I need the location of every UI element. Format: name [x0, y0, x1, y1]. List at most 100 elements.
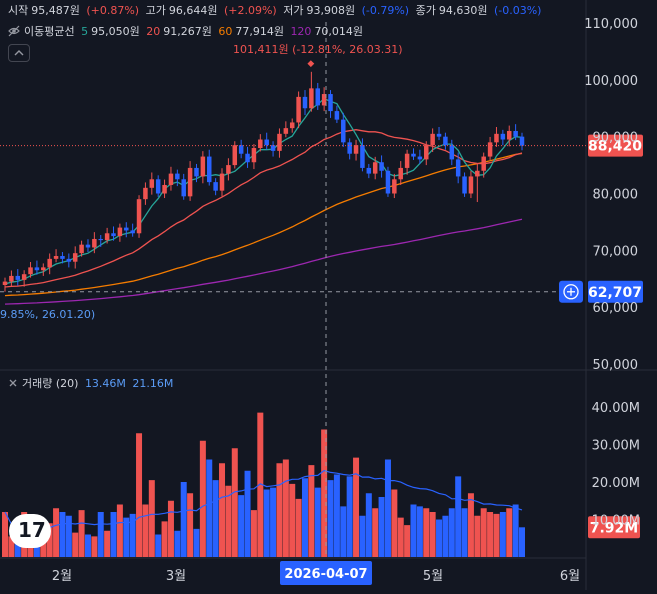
candle — [315, 82, 321, 110]
volume-bar — [372, 508, 379, 557]
volume-ma-line — [4, 469, 523, 529]
ohlc-legend: 시작 95,487원 (+0.87%) 고가 96,644원 (+2.09%) 저가… — [8, 4, 544, 18]
volume-bar — [123, 517, 130, 557]
candle-body — [213, 182, 218, 191]
volume-bar — [238, 495, 245, 557]
candle — [341, 112, 346, 147]
candle — [398, 161, 403, 185]
candle — [168, 166, 174, 191]
ma-legend[interactable]: 이동평균선 5 95,050원 20 91,267원 60 77,914원 120 70… — [8, 25, 366, 39]
price-tick-label: 100,000 — [584, 74, 638, 89]
candle-body — [417, 156, 423, 160]
volume-bar — [346, 476, 353, 557]
candle-body — [264, 139, 269, 146]
collapse-legend-button[interactable] — [8, 44, 30, 62]
volume-bar — [174, 530, 181, 557]
candle-body — [251, 148, 257, 163]
candle-body — [270, 145, 276, 151]
volume-bar — [199, 440, 206, 557]
candle-body — [500, 133, 506, 140]
candle — [513, 124, 518, 141]
volume-bar — [244, 470, 251, 557]
ma-legend-title: 이동평균선 — [24, 25, 75, 38]
crosshair-price-tag-bg — [588, 280, 643, 303]
volume-bar — [257, 412, 264, 557]
volume-bar — [442, 515, 449, 557]
high-marker-arrow: ◆ — [307, 59, 314, 69]
candle-body — [143, 187, 148, 200]
candle — [21, 270, 27, 287]
volume-bar — [448, 508, 455, 557]
candle — [98, 234, 103, 247]
volume-bar — [455, 476, 462, 557]
tradingview-logo[interactable]: 17 — [9, 514, 51, 548]
candle — [66, 253, 72, 268]
volume-bar — [219, 463, 226, 557]
plus-circle-icon[interactable] — [563, 284, 579, 300]
candle-body — [481, 156, 486, 171]
price-tick-label: 90,000 — [593, 131, 639, 146]
candle — [226, 158, 231, 181]
candle-body — [232, 145, 238, 166]
volume-bar — [404, 525, 411, 557]
volume-tick-label: 40.00M — [592, 401, 640, 416]
volume-bar — [84, 534, 91, 557]
candle — [436, 127, 442, 141]
candle — [328, 90, 333, 118]
candle-body — [124, 227, 129, 231]
candle — [411, 148, 416, 160]
candle-body — [117, 227, 123, 237]
volume-bar — [206, 459, 213, 557]
crosshair-price-tag: 62,707 — [588, 285, 642, 301]
candle — [92, 232, 97, 254]
candle-body — [424, 145, 429, 160]
candle-body — [436, 133, 442, 137]
volume-bar — [104, 530, 111, 557]
candle — [15, 269, 21, 286]
candle — [200, 151, 206, 184]
low-value: 93,908원 — [306, 4, 356, 17]
volume-bar — [72, 532, 79, 557]
volume-legend[interactable]: 거래량 (20) 13.46M 21.16M — [8, 377, 176, 391]
candle — [206, 149, 212, 186]
candle-body — [130, 230, 135, 234]
high-change: (+2.09%) — [223, 4, 277, 17]
volume-bar — [314, 487, 321, 557]
candle — [309, 71, 314, 112]
candle — [494, 127, 499, 147]
candle-body — [47, 258, 52, 268]
volume-bar — [384, 459, 391, 557]
candle — [238, 139, 244, 159]
candle-body — [85, 244, 91, 248]
volume-bar — [480, 508, 487, 557]
candle — [449, 139, 455, 166]
volume-bar — [270, 487, 277, 557]
volume-bar — [282, 459, 289, 557]
visibility-eye-icon[interactable] — [8, 25, 20, 37]
time-tick-label: 2월 — [52, 569, 72, 584]
volume-bar — [487, 512, 494, 557]
candle-body — [449, 145, 455, 160]
add-alert-button[interactable] — [559, 280, 583, 303]
volume-bar — [423, 508, 430, 557]
candle — [47, 253, 52, 275]
volume-bar — [46, 523, 53, 557]
candle-body — [404, 153, 410, 168]
volume-layer — [2, 412, 525, 557]
candle — [462, 172, 467, 197]
candle-body — [72, 253, 78, 262]
volume-bar — [116, 504, 123, 557]
volume-bar — [193, 528, 200, 557]
candle — [289, 118, 295, 133]
volume-bar — [148, 480, 155, 557]
candle — [60, 252, 65, 264]
close-icon[interactable] — [8, 378, 18, 388]
candle-body — [200, 156, 206, 177]
volume-bar — [276, 463, 283, 557]
candle-body — [494, 133, 499, 143]
volume-bar — [155, 534, 162, 557]
close-label: 종가 — [415, 4, 436, 17]
